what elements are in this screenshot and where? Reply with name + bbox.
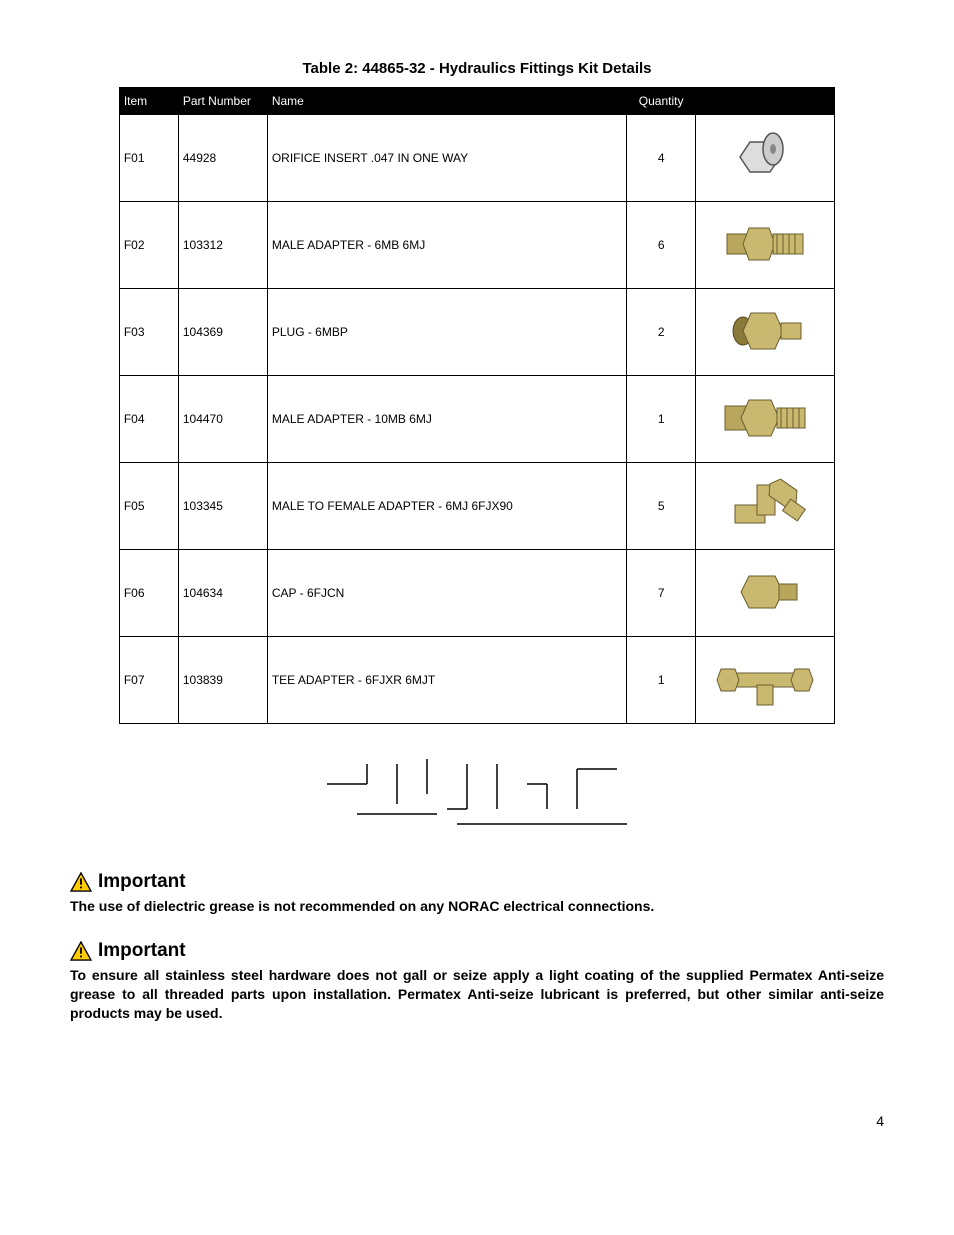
cell-qty: 5: [627, 463, 696, 550]
cell-name: ORIFICE INSERT .047 IN ONE WAY: [267, 115, 626, 202]
cell-part: 103839: [178, 637, 267, 724]
important-text-1: The use of dielectric grease is not reco…: [70, 897, 884, 916]
cell-item: F01: [119, 115, 178, 202]
cell-item: F05: [119, 463, 178, 550]
fittings-table: Item Part Number Name Quantity F01 44928…: [119, 87, 835, 724]
orifice-insert-icon: [715, 127, 815, 187]
cell-image: [696, 376, 835, 463]
important-label: Important: [98, 871, 186, 893]
table-row: F01 44928 ORIFICE INSERT .047 IN ONE WAY…: [119, 115, 834, 202]
cell-item: F03: [119, 289, 178, 376]
table-row: F07 103839 TEE ADAPTER - 6FJXR 6MJT 1: [119, 637, 834, 724]
warning-icon: [70, 941, 92, 961]
cell-image: [696, 637, 835, 724]
cell-qty: 2: [627, 289, 696, 376]
page-number: 4: [70, 1113, 884, 1129]
cell-name: PLUG - 6MBP: [267, 289, 626, 376]
cell-item: F02: [119, 202, 178, 289]
important-text-2: To ensure all stainless steel hardware d…: [70, 966, 884, 1023]
plug-icon: [715, 301, 815, 361]
elbow-adapter-icon: [715, 475, 815, 535]
cell-part: 104369: [178, 289, 267, 376]
mid-divider-figure: [70, 754, 884, 847]
cell-name: MALE ADAPTER - 10MB 6MJ: [267, 376, 626, 463]
col-part: Part Number: [178, 88, 267, 115]
table-row: F02 103312 MALE ADAPTER - 6MB 6MJ 6: [119, 202, 834, 289]
cell-qty: 6: [627, 202, 696, 289]
important-label: Important: [98, 940, 186, 962]
cell-item: F04: [119, 376, 178, 463]
male-adapter-large-icon: [715, 388, 815, 448]
table-row: F06 104634 CAP - 6FJCN 7: [119, 550, 834, 637]
cell-name: MALE ADAPTER - 6MB 6MJ: [267, 202, 626, 289]
col-name: Name: [267, 88, 626, 115]
cell-image: [696, 202, 835, 289]
cell-part: 103312: [178, 202, 267, 289]
cell-image: [696, 115, 835, 202]
tee-adapter-icon: [715, 649, 815, 709]
cell-item: F06: [119, 550, 178, 637]
table-title: Table 2: 44865-32 - Hydraulics Fittings …: [70, 60, 884, 77]
cell-item: F07: [119, 637, 178, 724]
table-row: F03 104369 PLUG - 6MBP 2: [119, 289, 834, 376]
col-image: [696, 88, 835, 115]
table-header-row: Item Part Number Name Quantity: [119, 88, 834, 115]
cell-qty: 1: [627, 637, 696, 724]
cell-part: 104634: [178, 550, 267, 637]
cell-qty: 4: [627, 115, 696, 202]
important-block-2: Important To ensure all stainless steel …: [70, 940, 884, 1023]
table-row: F04 104470 MALE ADAPTER - 10MB 6MJ 1: [119, 376, 834, 463]
col-qty: Quantity: [627, 88, 696, 115]
cell-image: [696, 463, 835, 550]
cell-image: [696, 289, 835, 376]
cell-qty: 1: [627, 376, 696, 463]
cap-icon: [715, 562, 815, 622]
cell-name: TEE ADAPTER - 6FJXR 6MJT: [267, 637, 626, 724]
important-block-1: Important The use of dielectric grease i…: [70, 871, 884, 916]
col-item: Item: [119, 88, 178, 115]
cell-image: [696, 550, 835, 637]
table-row: F05 103345 MALE TO FEMALE ADAPTER - 6MJ …: [119, 463, 834, 550]
male-adapter-icon: [715, 214, 815, 274]
cell-qty: 7: [627, 550, 696, 637]
cell-part: 44928: [178, 115, 267, 202]
cell-name: CAP - 6FJCN: [267, 550, 626, 637]
cell-part: 103345: [178, 463, 267, 550]
cell-name: MALE TO FEMALE ADAPTER - 6MJ 6FJX90: [267, 463, 626, 550]
warning-icon: [70, 872, 92, 892]
cell-part: 104470: [178, 376, 267, 463]
